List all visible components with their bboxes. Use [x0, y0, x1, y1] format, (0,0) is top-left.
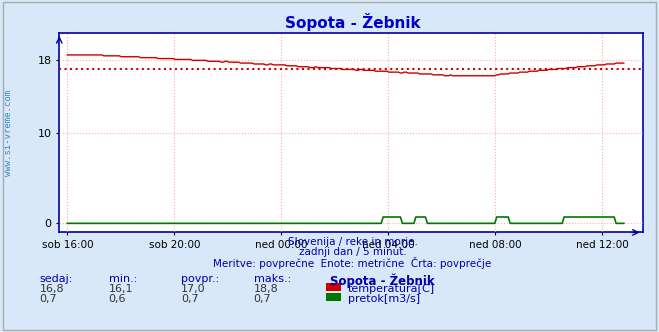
- Text: maks.:: maks.:: [254, 274, 291, 284]
- Text: 0,7: 0,7: [40, 294, 57, 304]
- Text: 17,0: 17,0: [181, 284, 206, 294]
- Text: Meritve: povprečne  Enote: metrične  Črta: povprečje: Meritve: povprečne Enote: metrične Črta:…: [214, 257, 492, 269]
- Text: sedaj:: sedaj:: [40, 274, 73, 284]
- Text: www.si-vreme.com: www.si-vreme.com: [4, 90, 13, 176]
- Text: min.:: min.:: [109, 274, 137, 284]
- Text: 18,8: 18,8: [254, 284, 279, 294]
- Text: zadnji dan / 5 minut.: zadnji dan / 5 minut.: [299, 247, 407, 257]
- Text: 0,7: 0,7: [181, 294, 199, 304]
- Text: temperatura[C]: temperatura[C]: [348, 284, 435, 294]
- Text: 0,6: 0,6: [109, 294, 127, 304]
- Text: Slovenija / reke in morje.: Slovenija / reke in morje.: [287, 237, 418, 247]
- Text: 0,7: 0,7: [254, 294, 272, 304]
- Text: povpr.:: povpr.:: [181, 274, 219, 284]
- Text: pretok[m3/s]: pretok[m3/s]: [348, 294, 420, 304]
- Text: Sopota - Žebnik: Sopota - Žebnik: [285, 13, 420, 31]
- Text: Sopota - Žebnik: Sopota - Žebnik: [330, 274, 434, 289]
- Text: 16,1: 16,1: [109, 284, 133, 294]
- Text: 16,8: 16,8: [40, 284, 64, 294]
